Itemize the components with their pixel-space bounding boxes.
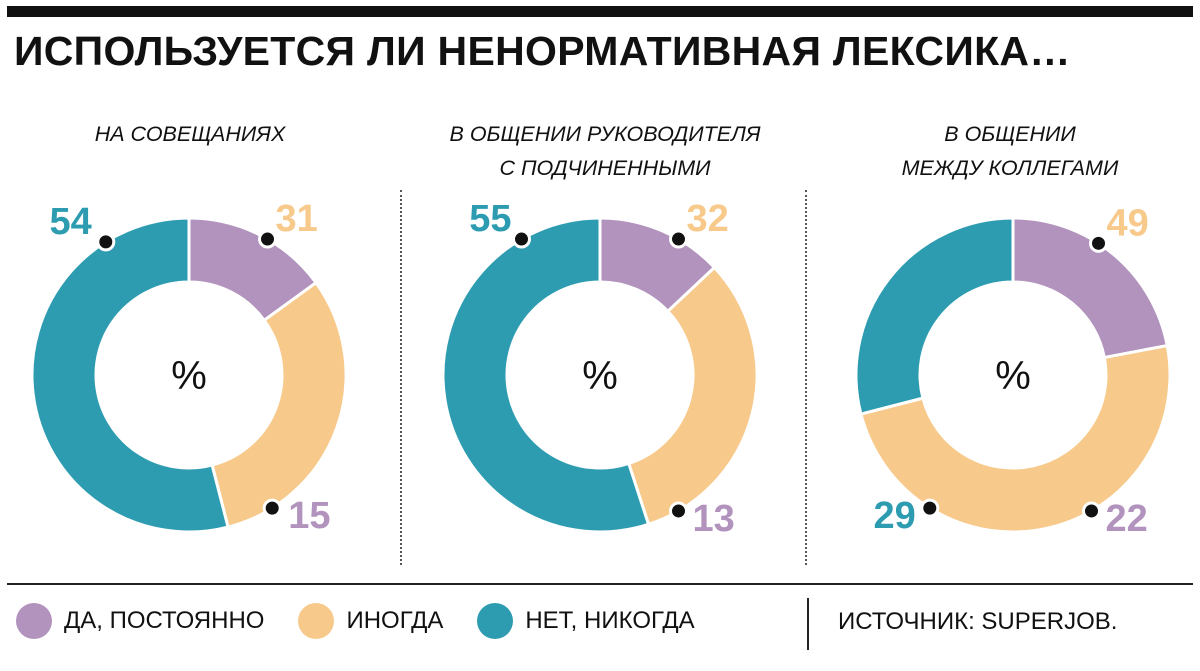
- legend-item-yes: ДА, ПОСТОЯННО: [16, 603, 264, 639]
- slice-sometimes-chart-1: [210, 280, 348, 529]
- legend-label-sometimes: ИНОГДА: [346, 607, 444, 634]
- legend-label-never: НЕТ, НИКОГДА: [525, 607, 695, 634]
- value-label-never-chart-2: 55: [469, 198, 511, 240]
- marker-dot-never-chart-2: [512, 229, 531, 249]
- slice-never-chart-1: [30, 216, 230, 534]
- donut-chart-1: % 15 31 54: [30, 198, 348, 537]
- marker-dot-yes-chart-1: [262, 498, 282, 518]
- marker-dot-never-chart-3: [920, 498, 940, 518]
- chart-title-manager: В ОБЩЕНИИ РУКОВОДИТЕЛЯ С ПОДЧИНЕННЫМИ: [449, 122, 761, 180]
- center-percent-label-1: %: [171, 354, 207, 398]
- center-percent-label-3: %: [995, 354, 1031, 398]
- donut-chart-2: % 13 32 55: [441, 198, 759, 540]
- chart-title-meetings: НА СОВЕЩАНИЯХ: [94, 122, 286, 146]
- value-label-yes-chart-1: 15: [288, 495, 330, 537]
- legend-swatch-yes: [16, 603, 52, 639]
- top-rule: [7, 6, 1193, 17]
- marker-dot-yes-chart-3: [1082, 501, 1101, 521]
- slice-never-chart-2: [441, 216, 651, 534]
- marker-dot-sometimes-chart-1: [258, 229, 277, 249]
- slice-yes-chart-3: [1011, 216, 1169, 360]
- source-note: ИСТОЧНИК: SUPERJOB.: [838, 608, 1118, 635]
- legend-swatch-never: [477, 603, 514, 639]
- value-label-never-chart-1: 54: [50, 201, 92, 243]
- value-label-yes-chart-3: 22: [1106, 498, 1148, 540]
- divider-1: [400, 190, 402, 565]
- center-percent-label-2: %: [582, 354, 618, 398]
- legend-item-sometimes: ИНОГДА: [298, 603, 443, 639]
- legend-item-never: НЕТ, НИКОГДА: [477, 603, 695, 639]
- legend: ДА, ПОСТОЯННО ИНОГДА НЕТ, НИКОГДА: [16, 598, 729, 644]
- legend-swatch-sometimes: [298, 603, 335, 639]
- slice-sometimes-chart-2: [626, 265, 759, 527]
- marker-dot-yes-chart-2: [669, 501, 688, 521]
- value-label-sometimes-chart-3: 49: [1107, 202, 1149, 244]
- legend-label-yes: ДА, ПОСТОЯННО: [64, 607, 265, 634]
- value-label-sometimes-chart-2: 32: [687, 198, 729, 240]
- bottom-rule: [7, 583, 1193, 585]
- value-label-never-chart-3: 29: [874, 495, 916, 537]
- value-label-yes-chart-2: 13: [693, 498, 735, 540]
- source-separator: [807, 598, 809, 650]
- divider-2: [805, 190, 807, 565]
- chart-title-colleagues: В ОБЩЕНИИ МЕЖДУ КОЛЛЕГАМИ: [901, 122, 1119, 180]
- slice-never-chart-3: [854, 216, 1015, 416]
- marker-dot-never-chart-1: [96, 232, 116, 252]
- slice-sometimes-chart-3: [859, 343, 1172, 534]
- page-title: ИСПОЛЬЗУЕТСЯ ЛИ НЕНОРМАТИВНАЯ ЛЕКСИКА…: [14, 28, 1071, 74]
- donut-chart-3: % 22 49 29: [854, 202, 1172, 540]
- value-label-sometimes-chart-1: 31: [276, 198, 318, 240]
- marker-dot-sometimes-chart-3: [1089, 233, 1109, 253]
- marker-dot-sometimes-chart-2: [669, 229, 688, 249]
